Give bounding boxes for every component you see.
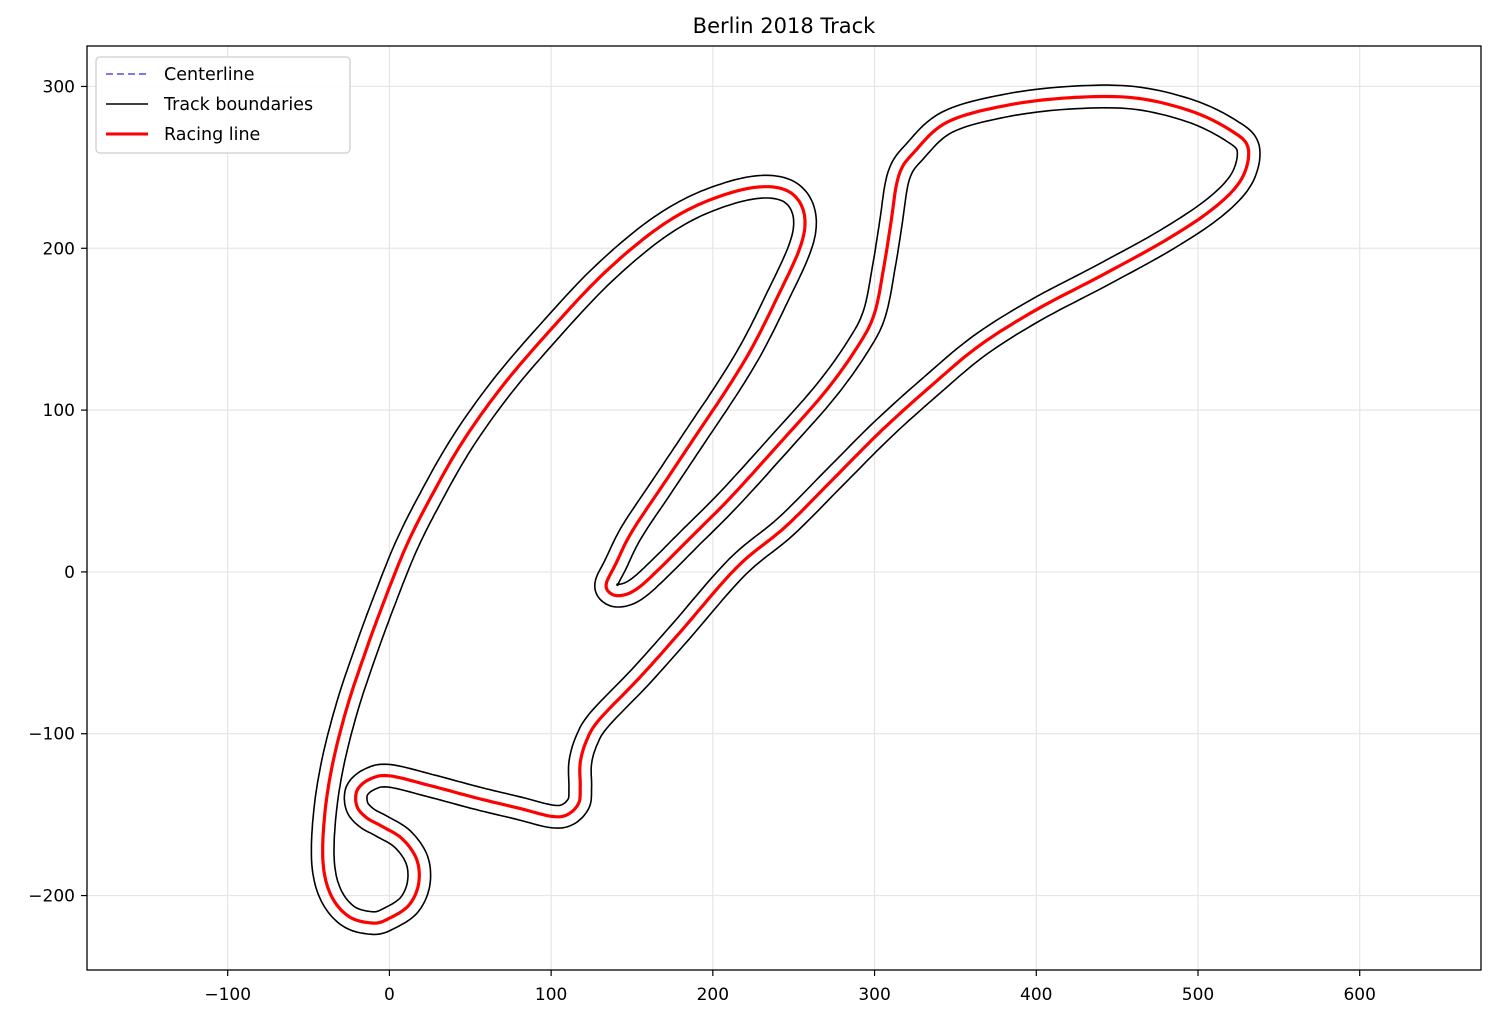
- legend-label-boundaries: Track boundaries: [163, 95, 313, 115]
- x-tick-label: 100: [535, 985, 567, 1005]
- legend: Centerline Track boundaries Racing line: [95, 56, 351, 154]
- chart-title: Berlin 2018 Track: [693, 14, 877, 38]
- y-tick-label: 0: [64, 563, 75, 583]
- legend-label-racing-line: Racing line: [164, 125, 260, 145]
- x-tick-label: 0: [384, 985, 395, 1005]
- series-layer: [310, 84, 1261, 936]
- y-tick-label: −100: [28, 725, 75, 745]
- legend-box: [95, 56, 351, 154]
- y-tick-label: 300: [43, 77, 75, 97]
- x-tick-label: 500: [1182, 985, 1214, 1005]
- legend-label-centerline: Centerline: [164, 65, 254, 85]
- x-tick-label: 300: [858, 985, 890, 1005]
- track-boundary-inner: [333, 107, 1239, 913]
- grid-lines: [87, 46, 1481, 970]
- x-tick-label: 400: [1020, 985, 1052, 1005]
- y-tick-label: 100: [43, 401, 75, 421]
- racing-line-series: [321, 94, 1251, 925]
- y-tick-label: −200: [28, 887, 75, 907]
- y-tick-label: 200: [43, 239, 75, 259]
- axis-ticks: −100 0 100 200 300 400 500 600 −200 −100 0 100 200 30…: [28, 77, 1376, 1005]
- x-tick-label: 600: [1343, 985, 1375, 1005]
- x-tick-label: −100: [204, 985, 251, 1005]
- track-boundary-outer: [310, 84, 1261, 936]
- x-tick-label: 200: [697, 985, 729, 1005]
- plot-frame: [86, 45, 1482, 971]
